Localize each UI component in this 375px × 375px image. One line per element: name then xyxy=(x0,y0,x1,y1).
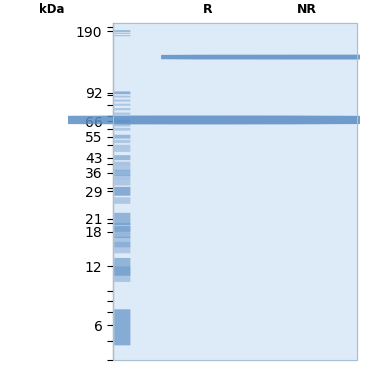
FancyBboxPatch shape xyxy=(114,166,130,171)
FancyBboxPatch shape xyxy=(114,92,130,94)
FancyBboxPatch shape xyxy=(114,170,130,176)
FancyBboxPatch shape xyxy=(114,242,130,253)
FancyBboxPatch shape xyxy=(114,30,130,32)
FancyBboxPatch shape xyxy=(114,148,130,152)
FancyBboxPatch shape xyxy=(161,55,375,60)
FancyBboxPatch shape xyxy=(114,213,130,225)
FancyBboxPatch shape xyxy=(114,237,130,248)
FancyBboxPatch shape xyxy=(114,258,130,276)
FancyBboxPatch shape xyxy=(114,197,130,204)
FancyBboxPatch shape xyxy=(114,187,130,196)
Bar xyxy=(113,22,357,360)
FancyBboxPatch shape xyxy=(114,309,130,345)
Text: NR: NR xyxy=(297,3,317,16)
FancyBboxPatch shape xyxy=(114,108,130,110)
FancyBboxPatch shape xyxy=(47,116,369,124)
FancyBboxPatch shape xyxy=(114,96,130,98)
FancyBboxPatch shape xyxy=(114,104,130,106)
FancyBboxPatch shape xyxy=(114,180,130,186)
FancyBboxPatch shape xyxy=(114,162,130,166)
FancyBboxPatch shape xyxy=(114,33,130,34)
FancyBboxPatch shape xyxy=(114,145,130,148)
FancyBboxPatch shape xyxy=(114,175,130,180)
Bar xyxy=(113,22,357,360)
FancyBboxPatch shape xyxy=(114,223,130,232)
FancyBboxPatch shape xyxy=(114,266,130,282)
FancyBboxPatch shape xyxy=(114,120,130,123)
FancyBboxPatch shape xyxy=(114,226,130,238)
FancyBboxPatch shape xyxy=(114,112,130,115)
FancyBboxPatch shape xyxy=(114,35,130,36)
FancyBboxPatch shape xyxy=(114,135,130,139)
Text: kDa: kDa xyxy=(39,3,64,16)
FancyBboxPatch shape xyxy=(114,128,130,130)
FancyBboxPatch shape xyxy=(114,100,130,102)
Text: R: R xyxy=(203,3,213,16)
FancyBboxPatch shape xyxy=(114,124,130,126)
FancyBboxPatch shape xyxy=(114,155,130,160)
FancyBboxPatch shape xyxy=(114,140,130,143)
